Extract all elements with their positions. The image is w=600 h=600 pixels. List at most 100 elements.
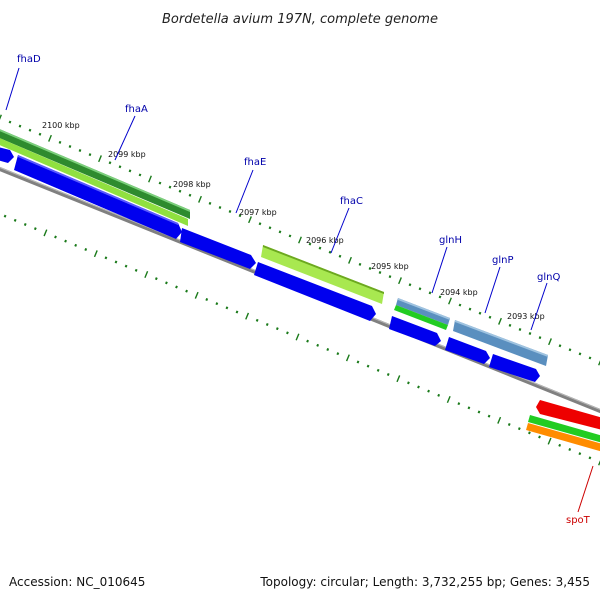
tick-label: 2094 kbp: [440, 288, 478, 297]
minor-tick: [114, 260, 118, 264]
gene-fhaC-bar: [261, 245, 384, 304]
minor-tick: [578, 352, 582, 356]
leader-glnP: [484, 266, 501, 314]
gene-fhaA-bar: [0, 138, 188, 226]
gene-red-spoT: [536, 400, 600, 430]
minor-tick: [28, 128, 32, 132]
inner-tick-ring: [3, 214, 600, 466]
gene-label-fhaA: fhaA: [125, 104, 148, 115]
minor-tick: [255, 318, 259, 322]
gene-blue-3: [180, 228, 256, 269]
minor-tick: [358, 262, 362, 266]
minor-tick: [487, 414, 491, 418]
gene-blue-highlights: [18, 155, 178, 225]
major-tick: [298, 236, 302, 244]
gene-leaders: [5, 67, 594, 513]
major-tick: [98, 155, 102, 163]
minor-tick: [215, 302, 219, 306]
gene-fhaD-highlight: [0, 129, 190, 212]
minor-tick: [467, 406, 471, 410]
minor-tick: [517, 427, 521, 431]
gene-label-glnQ: glnQ: [537, 272, 560, 283]
leader-glnQ: [530, 282, 548, 331]
major-tick: [448, 297, 452, 305]
gene-blue-6: [445, 337, 490, 364]
minor-tick: [124, 264, 128, 268]
minor-tick: [8, 120, 12, 124]
minor-tick: [84, 248, 88, 251]
major-tick: [598, 460, 600, 466]
tick-label: 2096 kbp: [306, 236, 344, 245]
minor-tick: [185, 289, 188, 293]
minor-tick: [588, 456, 592, 460]
gene-blue-4: [254, 262, 376, 321]
tick-label: 2098 kbp: [173, 180, 211, 189]
gene-label-glnP: glnP: [492, 255, 514, 266]
gene-blue-7: [489, 354, 540, 382]
minor-tick: [165, 281, 168, 285]
gene-label-fhaC: fhaC: [340, 196, 363, 207]
gene-glnP-edge: [455, 320, 548, 357]
major-tick: [194, 291, 199, 299]
feature-ring-inner: [0, 147, 600, 452]
major-tick: [547, 437, 552, 445]
gene-orange-right: [526, 423, 600, 452]
minor-tick: [308, 242, 312, 246]
minor-tick: [478, 311, 482, 315]
leader-fhaA: [114, 115, 136, 161]
minor-tick: [328, 250, 332, 254]
minor-tick: [108, 161, 112, 165]
minor-tick: [78, 149, 82, 153]
minor-tick: [588, 356, 592, 360]
map-title: Bordetella avium 197N, complete genome: [162, 12, 438, 27]
major-tick: [245, 312, 250, 320]
minor-tick: [538, 435, 541, 439]
gene-fhaD-bar: [0, 129, 190, 219]
leader-glnH: [431, 246, 448, 294]
minor-tick: [507, 423, 511, 426]
minor-tick: [468, 307, 472, 311]
minor-tick: [488, 315, 492, 319]
major-tick: [345, 354, 350, 362]
minor-tick: [258, 222, 262, 226]
minor-tick: [278, 230, 282, 234]
minor-tick: [418, 287, 422, 291]
gene-green-right: [528, 415, 600, 443]
minor-tick: [477, 410, 481, 414]
tick-label: 2097 kbp: [239, 208, 277, 217]
minor-tick: [368, 266, 372, 270]
tick-label: 2095 kbp: [371, 262, 409, 271]
major-tick: [0, 114, 2, 120]
tick-labels: 2100 kbp 2099 kbp 2098 kbp 2097 kbp 2096…: [42, 121, 545, 321]
gene-label-fhaE: fhaE: [244, 157, 266, 168]
major-tick: [48, 134, 52, 142]
minor-tick: [428, 291, 432, 295]
major-tick: [446, 395, 451, 404]
minor-tick: [376, 368, 380, 372]
gene-label-glnH: glnH: [439, 235, 462, 246]
minor-tick: [238, 214, 242, 218]
minor-tick: [158, 181, 162, 185]
minor-tick: [458, 303, 462, 307]
minor-tick: [265, 323, 269, 326]
tick-label: 2100 kbp: [42, 121, 80, 130]
minor-tick: [538, 336, 542, 340]
minor-tick: [228, 210, 232, 214]
minor-tick: [568, 348, 572, 352]
minor-tick: [268, 226, 272, 230]
minor-tick: [378, 271, 382, 275]
minor-tick: [518, 327, 522, 331]
major-tick: [348, 256, 352, 264]
minor-tick: [407, 381, 410, 385]
minor-tick: [128, 169, 132, 173]
major-tick: [93, 250, 98, 258]
minor-tick: [306, 339, 309, 343]
minor-tick: [168, 185, 172, 189]
minor-tick: [74, 243, 78, 247]
minor-tick: [437, 393, 441, 397]
gene-glnH-green: [394, 305, 448, 330]
major-tick: [398, 277, 402, 285]
outer-tick-ring: [0, 114, 600, 366]
minor-tick: [558, 443, 562, 447]
